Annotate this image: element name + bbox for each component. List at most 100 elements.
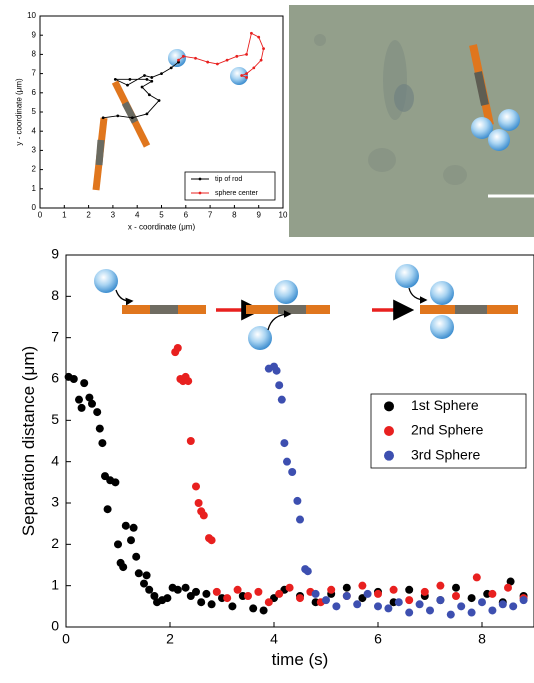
x-tick-label: 5 [159,210,164,219]
y-tick-label: 0 [32,203,37,212]
point [374,602,382,611]
point [452,583,460,592]
point [145,77,149,81]
point [405,585,414,594]
point [145,585,154,594]
point [140,579,148,588]
y-tick-label: 4 [32,126,37,135]
point [280,439,289,448]
point [98,439,107,448]
point [173,585,182,594]
point [207,600,216,609]
point [150,79,154,83]
point [173,344,182,352]
point [415,600,424,609]
point [457,602,466,611]
point [194,56,197,60]
point [157,99,161,102]
y-tick-label: 6 [32,88,37,97]
point [275,589,284,598]
point [130,116,134,120]
point [322,596,330,605]
legend-label: 2nd Sphere [411,422,484,438]
point [277,395,286,404]
point [160,72,163,75]
point [519,596,528,605]
x-tick-label: 7 [208,210,213,219]
point [262,47,265,51]
y-tick-label: 9 [51,246,59,262]
legend-swatch [384,450,394,461]
legend-label: sphere center [215,190,258,197]
point [177,60,180,64]
point [80,379,89,388]
y-tick-label: 2 [32,165,37,174]
plot-frame [39,15,284,209]
legend-swatch [384,426,394,436]
point [264,598,273,607]
point [506,577,515,586]
point [245,72,248,75]
y-tick-label: 0 [51,618,59,634]
point [132,552,141,561]
point [199,511,208,520]
x-tick-label: 9 [256,210,261,219]
point [142,571,151,580]
y-tick-label: 5 [32,107,37,116]
point [181,54,185,58]
point [405,608,414,617]
point [405,596,414,605]
legend-label: tip of rod [215,176,242,183]
point [244,592,252,600]
y-tick-label: 1 [51,576,59,592]
point [145,112,149,116]
legend-swatch [198,177,202,181]
y-tick-label: 7 [32,69,37,78]
x-tick-label: 1 [62,210,67,219]
point [225,58,229,62]
x-tick-label: 6 [184,210,189,219]
x-tick-label: 3 [111,210,116,219]
point [114,540,122,549]
point [488,606,497,615]
point [127,536,135,545]
point [150,592,159,600]
point [467,608,476,617]
legend-swatch [198,191,202,195]
point [509,602,518,611]
point [228,602,237,611]
point [212,587,221,596]
point [293,496,302,505]
y-tick-label: 10 [27,11,36,20]
point [257,35,261,39]
x-axis-title: x - coordinate (μm) [128,222,196,231]
point [389,585,398,594]
point [426,606,434,615]
point [163,594,172,603]
point [75,395,83,404]
point [186,437,195,445]
point [113,77,117,81]
point [197,598,206,607]
point [121,521,130,530]
point [342,592,351,600]
y-tick-label: 8 [51,287,59,303]
point [384,604,393,613]
y-tick-label: 6 [51,370,59,386]
y-tick-label: 3 [32,146,37,155]
point [126,83,129,87]
point [342,583,351,592]
x-tick-label: 8 [232,210,237,219]
point [504,583,512,592]
point [245,53,248,56]
point [184,377,193,386]
x-tick-label: 2 [86,210,91,219]
legend-box [184,171,276,201]
point [140,85,144,89]
point [358,581,367,590]
point [69,375,78,383]
point [478,598,486,607]
point [296,515,304,524]
point [332,602,341,611]
point [436,596,445,605]
